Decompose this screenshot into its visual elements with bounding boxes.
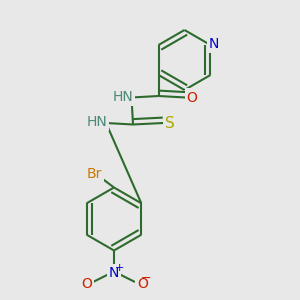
Text: N: N: [209, 37, 219, 50]
Text: O: O: [187, 91, 198, 104]
Text: O: O: [137, 277, 148, 290]
Text: +: +: [115, 263, 124, 273]
Text: −: −: [141, 272, 152, 285]
Text: N: N: [109, 266, 119, 280]
Text: Br: Br: [87, 167, 102, 181]
Text: HN: HN: [87, 115, 107, 129]
Text: O: O: [81, 277, 92, 290]
Text: S: S: [165, 116, 175, 130]
Text: HN: HN: [112, 90, 133, 104]
